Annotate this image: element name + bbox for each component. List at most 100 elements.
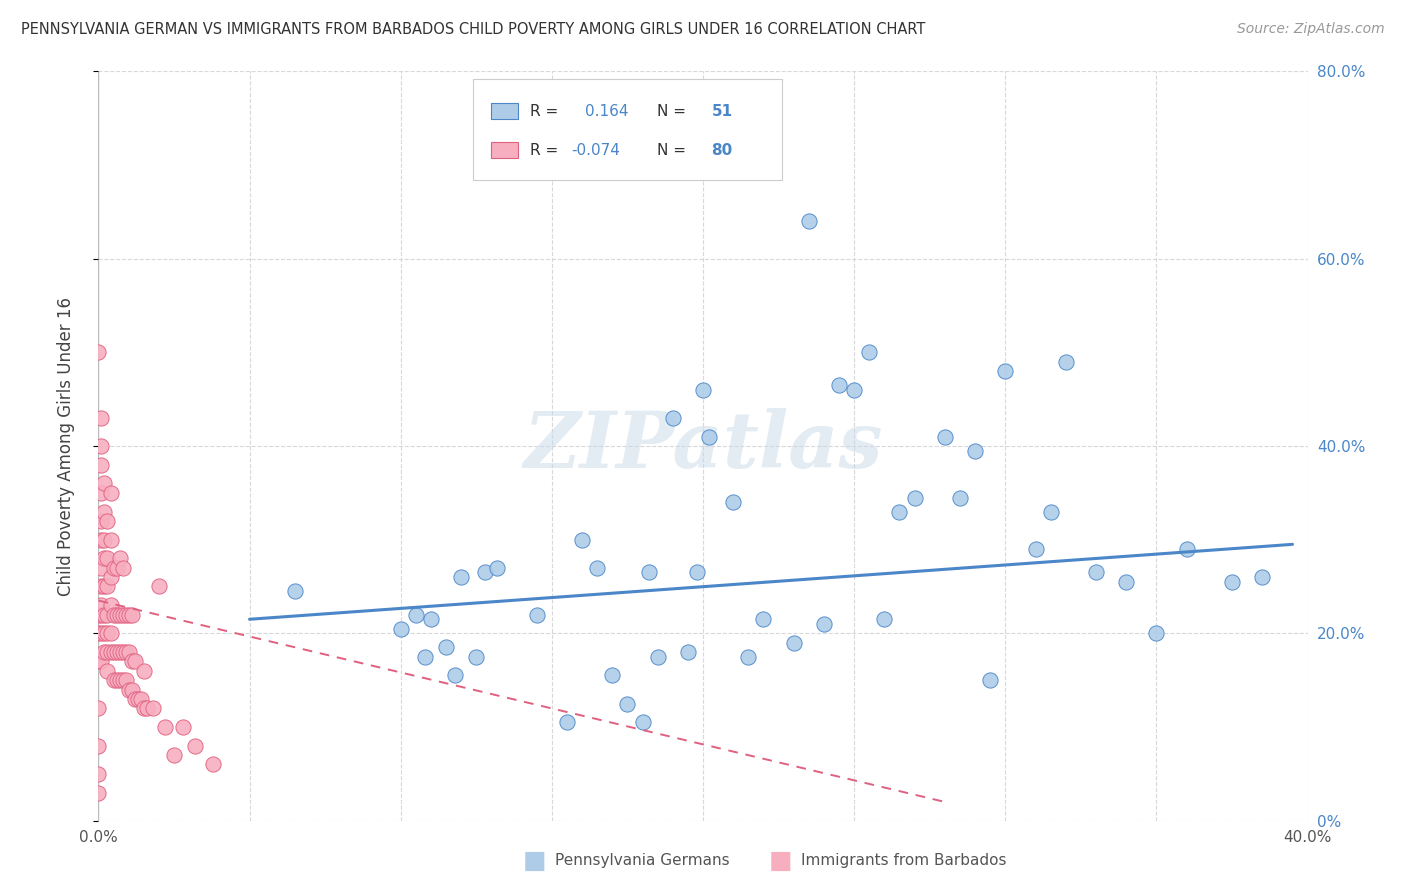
Point xyxy=(87,739,110,753)
Point xyxy=(389,622,412,636)
Point xyxy=(686,566,709,580)
Point xyxy=(90,533,112,547)
Point xyxy=(420,612,443,626)
Point xyxy=(121,607,143,622)
Point xyxy=(474,566,496,580)
Text: Pennsylvania Germans: Pennsylvania Germans xyxy=(555,854,730,868)
Point xyxy=(142,701,165,715)
Point xyxy=(858,345,880,359)
Point xyxy=(93,505,115,519)
Point xyxy=(118,645,141,659)
Point xyxy=(129,692,152,706)
Text: PENNSYLVANIA GERMAN VS IMMIGRANTS FROM BARBADOS CHILD POVERTY AMONG GIRLS UNDER : PENNSYLVANIA GERMAN VS IMMIGRANTS FROM B… xyxy=(21,22,925,37)
Point xyxy=(90,411,112,425)
Point xyxy=(661,411,683,425)
Point xyxy=(93,476,115,491)
Text: R =: R = xyxy=(530,103,558,119)
Point xyxy=(105,673,128,688)
Point xyxy=(118,682,141,697)
Point xyxy=(90,655,112,669)
Point xyxy=(100,626,122,640)
Point xyxy=(813,617,835,632)
Point xyxy=(90,486,112,500)
Point xyxy=(103,645,125,659)
Point xyxy=(93,551,115,566)
Point xyxy=(100,599,122,613)
Point xyxy=(153,720,176,734)
Text: R =: R = xyxy=(530,143,558,158)
Point xyxy=(96,607,118,622)
Y-axis label: Child Poverty Among Girls Under 16: Child Poverty Among Girls Under 16 xyxy=(56,296,75,596)
Point xyxy=(486,561,509,575)
Point xyxy=(96,626,118,640)
FancyBboxPatch shape xyxy=(492,142,517,158)
Point xyxy=(737,649,759,664)
Point xyxy=(1039,505,1062,519)
Point xyxy=(118,607,141,622)
Point xyxy=(111,561,134,575)
Point xyxy=(1175,542,1198,557)
Point xyxy=(132,664,155,678)
Point xyxy=(405,607,427,622)
Point xyxy=(105,645,128,659)
Point xyxy=(1085,566,1108,580)
Point xyxy=(132,701,155,715)
Point xyxy=(103,607,125,622)
Point xyxy=(752,612,775,626)
Point xyxy=(904,491,927,505)
Point xyxy=(87,655,110,669)
Point xyxy=(127,692,149,706)
Text: ■: ■ xyxy=(523,849,546,872)
Point xyxy=(87,607,110,622)
Point xyxy=(90,458,112,472)
Point xyxy=(93,607,115,622)
Text: 51: 51 xyxy=(711,103,733,119)
FancyBboxPatch shape xyxy=(474,78,782,180)
Point xyxy=(934,430,956,444)
Point xyxy=(697,430,720,444)
Point xyxy=(413,649,436,664)
Point xyxy=(783,635,806,649)
Point xyxy=(1054,355,1077,369)
Text: 80: 80 xyxy=(711,143,733,158)
Point xyxy=(87,767,110,781)
Point xyxy=(121,655,143,669)
Point xyxy=(647,649,669,664)
Point xyxy=(124,655,146,669)
Point xyxy=(172,720,194,734)
Point xyxy=(676,645,699,659)
Point xyxy=(450,570,472,584)
Point xyxy=(1115,574,1137,589)
Point xyxy=(111,673,134,688)
Point xyxy=(828,378,851,392)
Point xyxy=(100,486,122,500)
Point xyxy=(163,747,186,762)
Point xyxy=(202,757,225,772)
Point xyxy=(90,514,112,528)
Point xyxy=(103,561,125,575)
Point xyxy=(93,580,115,594)
Point xyxy=(889,505,911,519)
Point xyxy=(105,607,128,622)
Point xyxy=(100,570,122,584)
Point xyxy=(108,551,131,566)
Point xyxy=(108,607,131,622)
Point xyxy=(90,626,112,640)
Point xyxy=(100,533,122,547)
Point xyxy=(111,607,134,622)
Text: N =: N = xyxy=(657,143,686,158)
Point xyxy=(797,214,820,228)
Point xyxy=(108,673,131,688)
Point xyxy=(90,599,112,613)
Point xyxy=(93,533,115,547)
Point xyxy=(637,566,659,580)
Point xyxy=(87,701,110,715)
Point xyxy=(96,645,118,659)
Point xyxy=(87,626,110,640)
Point xyxy=(434,640,457,655)
Point xyxy=(96,514,118,528)
Point xyxy=(105,561,128,575)
Text: 0.164: 0.164 xyxy=(585,103,628,119)
Point xyxy=(121,682,143,697)
Point xyxy=(90,607,112,622)
